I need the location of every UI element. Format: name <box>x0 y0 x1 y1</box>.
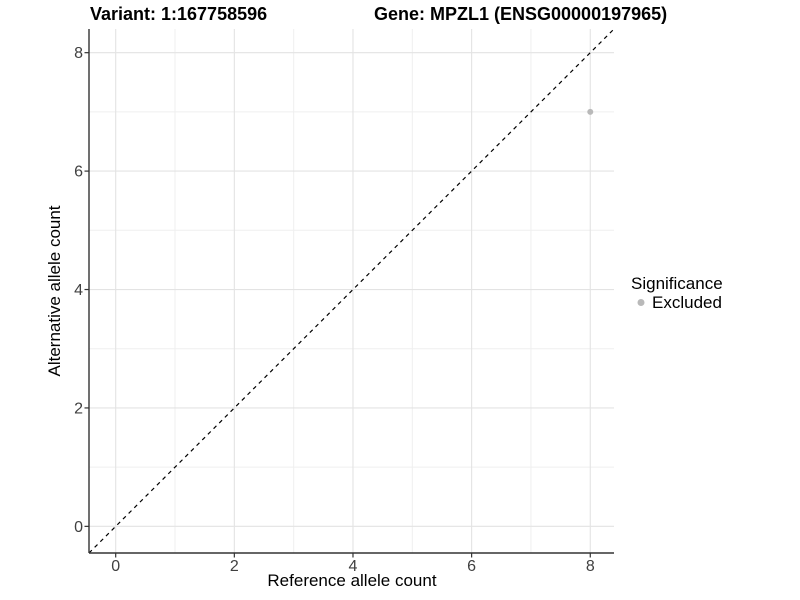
legend-title: Significance <box>631 274 723 293</box>
title-gene: Gene: MPZL1 (ENSG00000197965) <box>374 4 667 24</box>
y-tick-label: 4 <box>74 282 83 299</box>
y-tick-label: 0 <box>74 519 83 536</box>
x-tick-label: 8 <box>586 558 595 575</box>
x-tick-label: 6 <box>467 558 476 575</box>
identity-line-group <box>88 28 615 554</box>
x-tick-label: 2 <box>230 558 239 575</box>
tick-labels: 0 2 4 6 8 0 2 4 6 8 <box>74 45 595 575</box>
x-axis-title: Reference allele count <box>267 571 436 590</box>
data-point <box>587 108 594 115</box>
data-points <box>587 108 594 115</box>
y-tick-label: 2 <box>74 400 83 417</box>
x-tick-label: 0 <box>111 558 120 575</box>
axes <box>88 29 614 554</box>
grid-minor <box>89 29 614 553</box>
identity-line <box>88 28 615 554</box>
legend-marker-excluded-icon <box>637 299 645 306</box>
legend: Significance Excluded <box>631 274 723 312</box>
tick-marks <box>84 52 591 558</box>
legend-item-excluded: Excluded <box>652 293 722 312</box>
y-tick-label: 8 <box>74 45 83 62</box>
y-tick-label: 6 <box>74 164 83 181</box>
y-axis-title: Alternative allele count <box>45 205 64 376</box>
x-tick-label: 4 <box>349 558 358 575</box>
grid-major <box>89 29 614 553</box>
title-variant: Variant: 1:167758596 <box>90 4 267 24</box>
